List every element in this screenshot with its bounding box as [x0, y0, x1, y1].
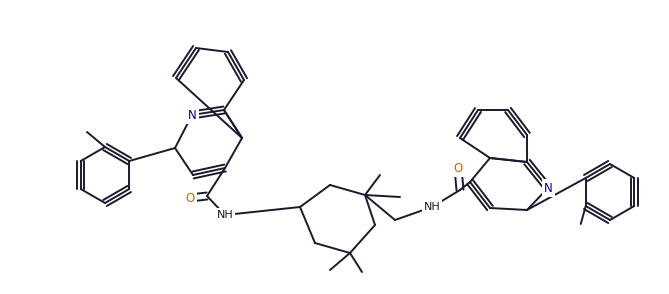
Text: O: O — [185, 191, 195, 205]
Text: O: O — [454, 161, 463, 175]
Text: N: N — [187, 108, 197, 121]
Text: NH: NH — [423, 202, 440, 212]
Text: N: N — [544, 181, 553, 195]
Text: NH: NH — [217, 210, 233, 220]
